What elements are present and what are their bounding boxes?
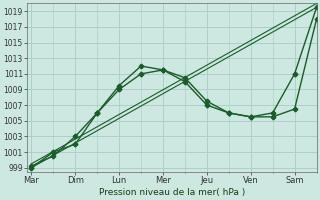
X-axis label: Pression niveau de la mer( hPa ): Pression niveau de la mer( hPa ) <box>99 188 245 197</box>
